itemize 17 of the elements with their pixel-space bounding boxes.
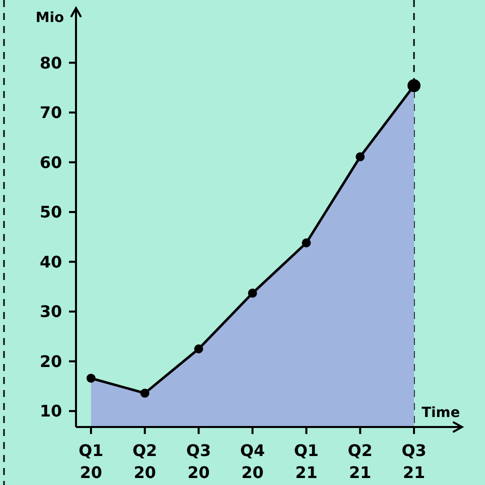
x-axis-title: Time	[422, 405, 460, 421]
y-tick-label: 10	[40, 402, 62, 421]
y-tick-label: 30	[40, 302, 62, 322]
x-tick-label: Q3 21	[402, 441, 426, 482]
y-tick-label: 20	[40, 352, 62, 371]
y-axis-title: Mio	[36, 10, 64, 26]
x-tick-label: Q2 21	[348, 441, 373, 482]
y-tick-label: 40	[40, 252, 62, 272]
y-tick-label: 60	[40, 152, 62, 172]
y-tick-label: 80	[40, 53, 62, 72]
x-tick-label: Q1 20	[78, 441, 104, 482]
y-tick-label: 70	[40, 103, 62, 122]
y-tick-label: 50	[40, 202, 62, 222]
x-tick-label: Q3 20	[186, 441, 212, 482]
x-tick-label: Q1 21	[294, 441, 319, 482]
x-tick-label: Q2 20	[132, 441, 158, 482]
x-tick-label: Q4 20	[240, 441, 265, 482]
